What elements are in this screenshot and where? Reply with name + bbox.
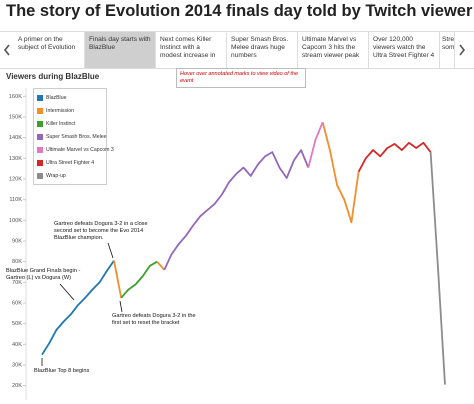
legend-item: Ultimate Marvel vs Capcom 3 bbox=[37, 143, 114, 156]
series-line bbox=[429, 152, 446, 385]
legend: BlazBlue Intermission Killer Instinct Super… bbox=[33, 88, 114, 185]
y-tick-label: 80K bbox=[12, 259, 22, 265]
y-tick-label: 100K bbox=[9, 218, 22, 224]
annotation-arrow bbox=[59, 283, 75, 301]
series-line bbox=[163, 149, 310, 271]
y-tick-label: 160K bbox=[9, 94, 22, 100]
tab[interactable]: Over 120,000 viewers watch the Ultra Str… bbox=[369, 32, 440, 68]
tab[interactable]: A primer on the subject of Evolution bbox=[14, 32, 85, 68]
legend-label: Ultra Street Fighter 4 bbox=[46, 159, 95, 166]
y-tick-label: 20K bbox=[12, 383, 22, 389]
legend-swatch bbox=[37, 172, 43, 179]
next-arrow[interactable] bbox=[455, 32, 469, 68]
legend-swatch bbox=[37, 94, 43, 101]
annotation-arrow bbox=[107, 242, 114, 259]
annotation: BlazBlue Top 8 begins bbox=[34, 368, 90, 374]
annotation: BlazBlue Grand Finals begin - Gartreo (L… bbox=[6, 268, 81, 281]
legend-label: BlazBlue bbox=[46, 94, 67, 101]
legend-swatch bbox=[37, 133, 43, 140]
y-tick-label: 130K bbox=[9, 156, 22, 162]
legend-label: Wrap-up bbox=[46, 172, 66, 179]
y-tick-label: 140K bbox=[9, 135, 22, 141]
legend-swatch bbox=[37, 146, 43, 153]
legend-label: Intermission bbox=[46, 107, 74, 114]
y-tick-label: 70K bbox=[12, 280, 22, 286]
y-tick-label: 110K bbox=[9, 197, 22, 203]
legend-item: Ultra Street Fighter 4 bbox=[37, 156, 103, 169]
chart-note: Hover over annotated marks to view video… bbox=[176, 68, 306, 88]
annotation: Gartreo defeats Dogura 3-2 in the first … bbox=[112, 313, 196, 326]
annotation: Gartreo defeats Dogura 3-2 in a close se… bbox=[54, 221, 148, 241]
y-tick-label: 50K bbox=[12, 321, 22, 327]
legend-item: Wrap-up bbox=[37, 169, 103, 182]
annotation-arrow bbox=[119, 300, 123, 313]
y-tick-label: 30K bbox=[12, 362, 22, 368]
series-line bbox=[120, 260, 158, 299]
chart-title: Viewers during BlazBlue bbox=[6, 72, 100, 81]
legend-label: Killer Instinct bbox=[46, 120, 76, 127]
y-tick-label: 120K bbox=[9, 176, 22, 182]
legend-swatch bbox=[37, 107, 43, 114]
y-tick-label: 40K bbox=[12, 342, 22, 348]
legend-item: Killer Instinct bbox=[37, 117, 103, 130]
legend-label: Super Smash Bros. Melee bbox=[46, 133, 107, 140]
page-title: The story of Evolution 2014 finals day t… bbox=[6, 2, 474, 20]
y-tick-label: 90K bbox=[12, 238, 22, 244]
legend-item: Intermission bbox=[37, 104, 103, 117]
legend-swatch bbox=[37, 120, 43, 127]
y-tick-label: 150K bbox=[9, 114, 22, 120]
legend-label: Ultimate Marvel vs Capcom 3 bbox=[46, 146, 114, 153]
tab[interactable]: Ultimate Marvel vs Capcom 3 hits the str… bbox=[298, 32, 369, 68]
series-line bbox=[41, 260, 115, 356]
prev-icon bbox=[3, 44, 10, 56]
next-icon bbox=[459, 44, 466, 56]
y-tick-label: 60K bbox=[12, 300, 22, 306]
tab[interactable]: Stre som bbox=[440, 32, 455, 68]
tab[interactable]: Finals day starts with BlazBlue bbox=[85, 32, 156, 68]
legend-item: Super Smash Bros. Melee bbox=[37, 130, 107, 143]
series-line bbox=[113, 121, 360, 298]
tab-list: A primer on the subject of Evolution Fina… bbox=[14, 32, 455, 68]
tab[interactable]: Super Smash Bros. Melee draws huge numbe… bbox=[227, 32, 298, 68]
series-line bbox=[307, 121, 324, 168]
legend-item: BlazBlue bbox=[37, 91, 103, 104]
legend-swatch bbox=[37, 159, 43, 166]
tab[interactable]: Next comes Killer Instinct with a modest… bbox=[156, 32, 227, 68]
prev-arrow[interactable] bbox=[0, 32, 14, 68]
series-line bbox=[357, 141, 432, 173]
